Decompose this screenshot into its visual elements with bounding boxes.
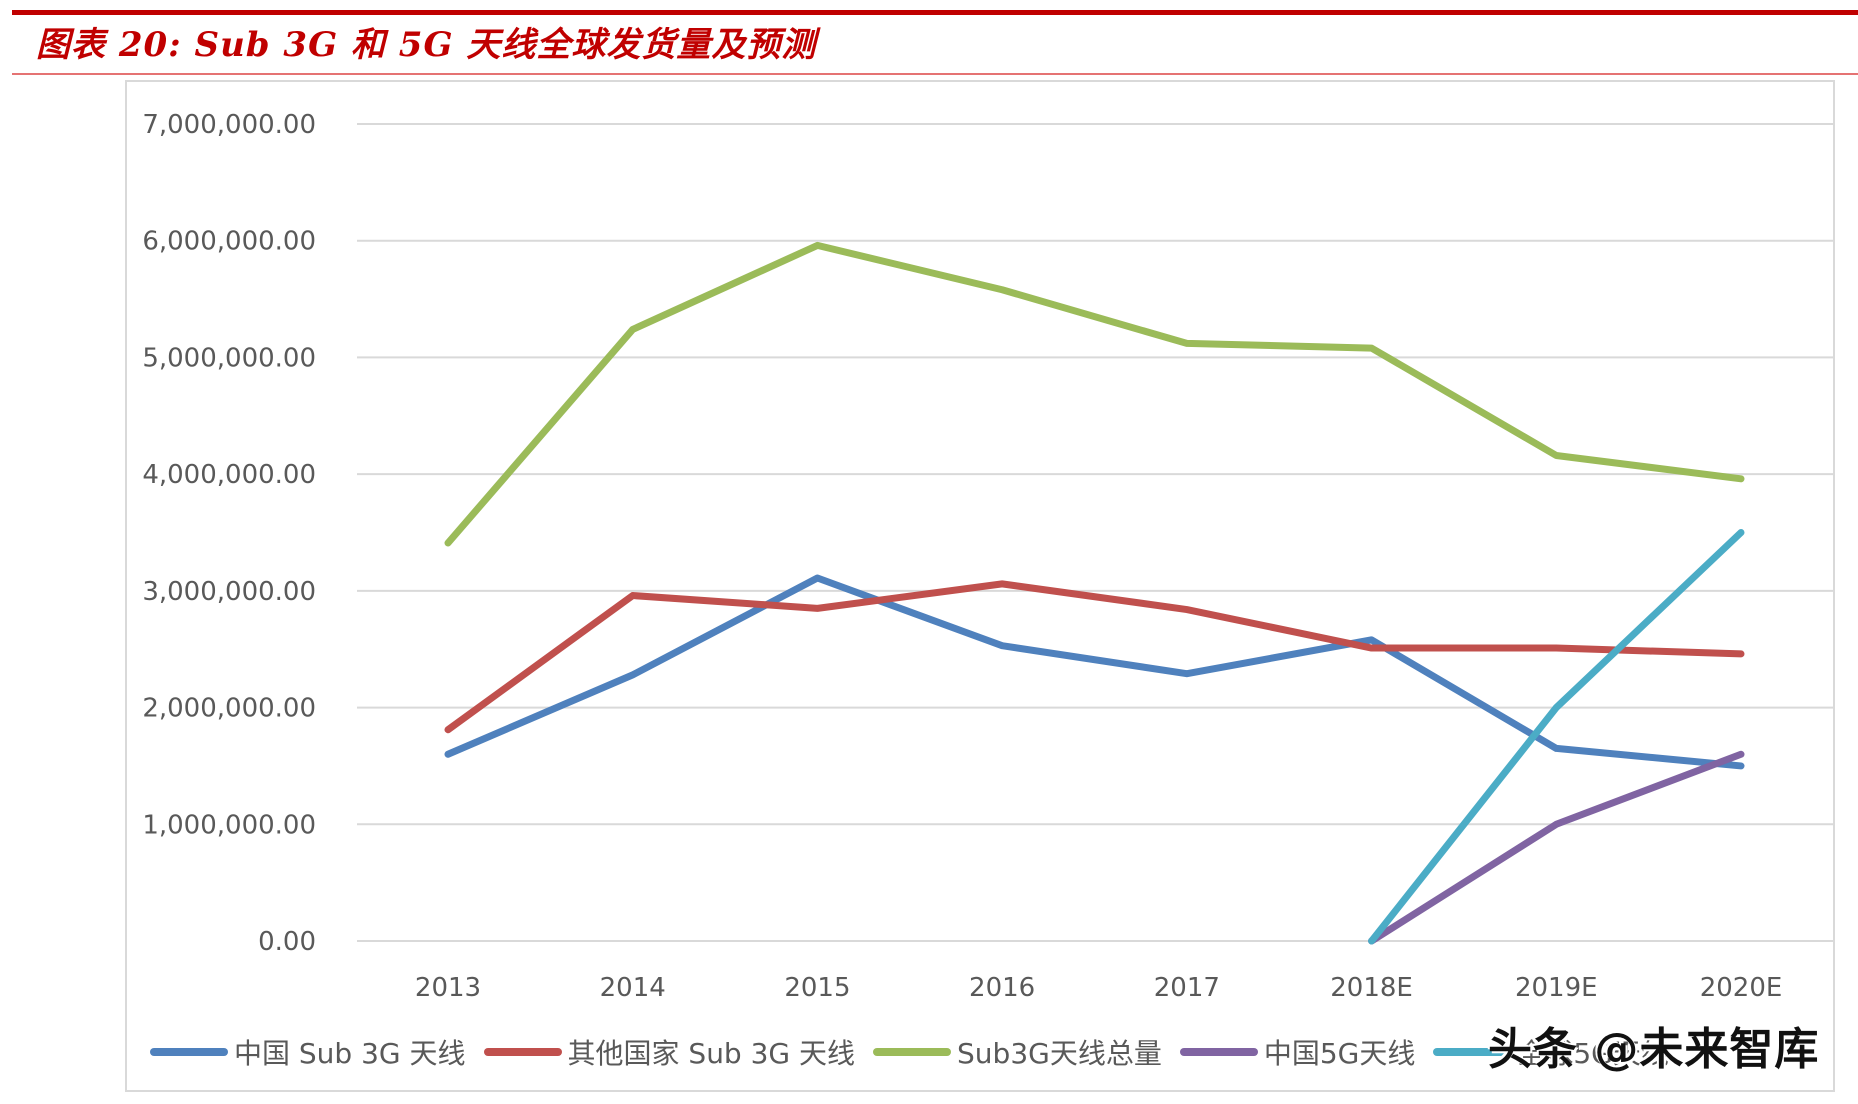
y-tick-label: 4,000,000.00 (142, 460, 316, 490)
x-tick-label: 2013 (415, 973, 481, 1003)
y-tick-label: 5,000,000.00 (142, 343, 316, 373)
title-bottom-rule (12, 73, 1858, 75)
legend-label: 其他国家 Sub 3G 天线 (567, 1037, 856, 1070)
legend-item: 中国 Sub 3G 天线 (150, 1032, 466, 1072)
series-line (444, 574, 1745, 770)
series-line (1368, 750, 1745, 945)
x-axis-labels: 2013 2014 2015 2016 2017 2018E 2019E 2020E (415, 973, 1782, 1003)
legend-swatch-icon (1433, 1048, 1512, 1056)
x-tick-label: 2019E (1515, 973, 1598, 1003)
y-axis-labels: 0.00 1,000,000.00 2,000,000.00 3,000,000.00… (142, 110, 316, 957)
legend-swatch-icon (1179, 1048, 1258, 1056)
y-tick-label: 7,000,000.00 (142, 110, 316, 140)
gridlines (357, 123, 1834, 942)
legend: 中国 Sub 3G 天线 其他国家 Sub 3G 天线 Sub3G天线总量 中国5G天… (150, 1030, 1687, 1074)
legend-swatch-icon (873, 1048, 952, 1056)
x-tick-label: 2018E (1330, 973, 1413, 1003)
series-line (1368, 529, 1745, 945)
series-lines (444, 241, 1745, 945)
y-tick-label: 6,000,000.00 (142, 227, 316, 257)
y-tick-label: 3,000,000.00 (142, 577, 316, 607)
y-tick-label: 0.00 (258, 927, 316, 957)
chart-title: 图表 20: Sub 3G 和 5G 天线全球发货量及预测 (36, 25, 817, 65)
legend-swatch-icon (150, 1048, 228, 1056)
legend-label: 中国5G天线 (1263, 1037, 1416, 1070)
x-tick-label: 2016 (969, 973, 1035, 1003)
legend-swatch-icon (483, 1048, 562, 1056)
y-tick-label: 2,000,000.00 (142, 694, 316, 724)
legend-item: 全球5G天线 (1433, 1032, 1669, 1072)
legend-item: 中国5G天线 (1179, 1032, 1416, 1072)
legend-item: 其他国家 Sub 3G 天线 (483, 1032, 856, 1072)
title-top-rule (12, 10, 1858, 15)
series-line (444, 241, 1745, 547)
legend-label: 全球5G天线 (1517, 1037, 1669, 1070)
y-tick-label: 1,000,000.00 (142, 810, 316, 840)
x-tick-label: 2017 (1154, 973, 1220, 1003)
watermark: 头条 @未来智库 (1488, 1024, 1820, 1075)
legend-label: 中国 Sub 3G 天线 (234, 1037, 466, 1070)
legend-label: Sub3G天线总量 (957, 1037, 1162, 1070)
legend-item: Sub3G天线总量 (873, 1032, 1162, 1072)
series-line (444, 580, 1745, 734)
x-tick-label: 2020E (1700, 973, 1783, 1003)
x-tick-label: 2014 (600, 973, 666, 1003)
x-tick-label: 2015 (784, 973, 850, 1003)
